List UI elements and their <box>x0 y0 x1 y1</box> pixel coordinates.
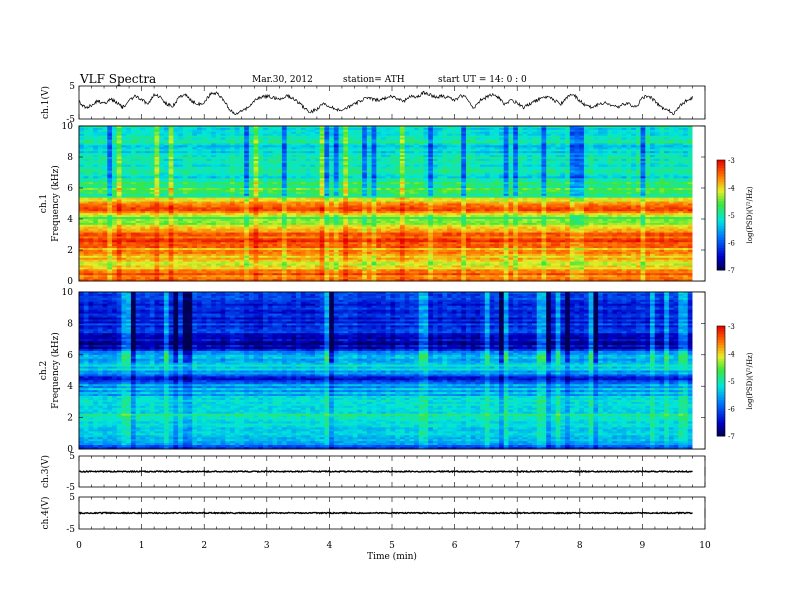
spectrogram-1 <box>79 126 693 281</box>
y-axis-label: ch.4(V) <box>40 497 51 530</box>
y-tick-label: -5 <box>66 483 75 493</box>
y-tick-label: -5 <box>66 525 75 535</box>
y-axis-label: ch.1(V) <box>40 86 51 119</box>
y-axis-label: ch.3(V) <box>40 455 51 488</box>
series-line <box>79 512 693 513</box>
vlf-spectra-figure: VLF Spectra Mar.30, 2012 station= ATH st… <box>0 0 792 612</box>
chart-svg: 5-5ch.1(V)5-5ch.3(V)5-5ch.4(V)0246810ch.… <box>0 0 792 612</box>
y-tick-label: 5 <box>69 82 75 92</box>
series-line <box>79 471 693 472</box>
y-tick-label: 5 <box>69 493 75 503</box>
series-line <box>79 91 693 115</box>
